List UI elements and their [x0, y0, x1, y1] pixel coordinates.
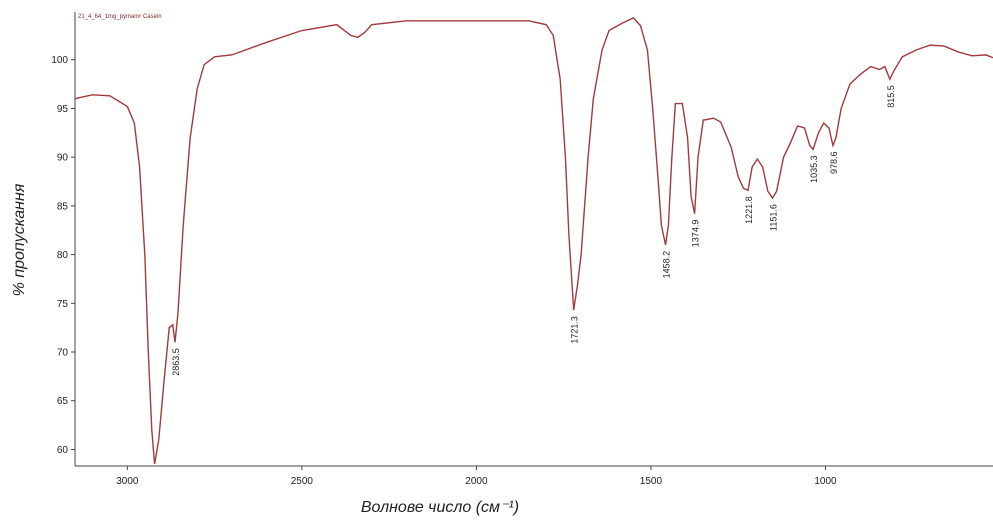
- x-tick-label: 1000: [814, 476, 837, 487]
- x-tick-label: 3000: [116, 476, 139, 487]
- peak-label: 815.5: [886, 85, 896, 108]
- peak-label: 1035.3: [809, 155, 819, 183]
- y-tick-label: 75: [57, 299, 69, 310]
- peak-label: 1374.9: [691, 220, 701, 248]
- peak-label: 1721.3: [570, 316, 580, 344]
- chart-title: 21_4_64_1mg_руmamr Casein: [78, 14, 162, 20]
- x-tick-label: 2500: [291, 476, 314, 487]
- peak-label: 2863.5: [171, 348, 181, 376]
- y-tick-label: 95: [57, 104, 69, 115]
- y-tick-label: 100: [51, 55, 68, 66]
- y-tick-label: 90: [57, 153, 69, 164]
- y-axis-title: % пропускання: [11, 183, 28, 296]
- x-tick-label: 1500: [640, 476, 663, 487]
- peak-label: 978.6: [829, 151, 839, 174]
- y-tick-label: 70: [57, 348, 69, 359]
- y-tick-label: 60: [57, 445, 69, 456]
- x-axis-title: Волнове число (см⁻¹): [361, 499, 519, 516]
- y-tick-label: 65: [57, 396, 69, 407]
- y-tick-label: 85: [57, 201, 69, 212]
- peak-label: 1458.2: [662, 251, 672, 279]
- spectrum-line: [74, 16, 993, 465]
- y-tick-label: 80: [57, 250, 69, 261]
- peak-label: 1221.8: [744, 196, 754, 224]
- x-tick-label: 2000: [465, 476, 488, 487]
- peak-label: 1151.6: [769, 204, 779, 231]
